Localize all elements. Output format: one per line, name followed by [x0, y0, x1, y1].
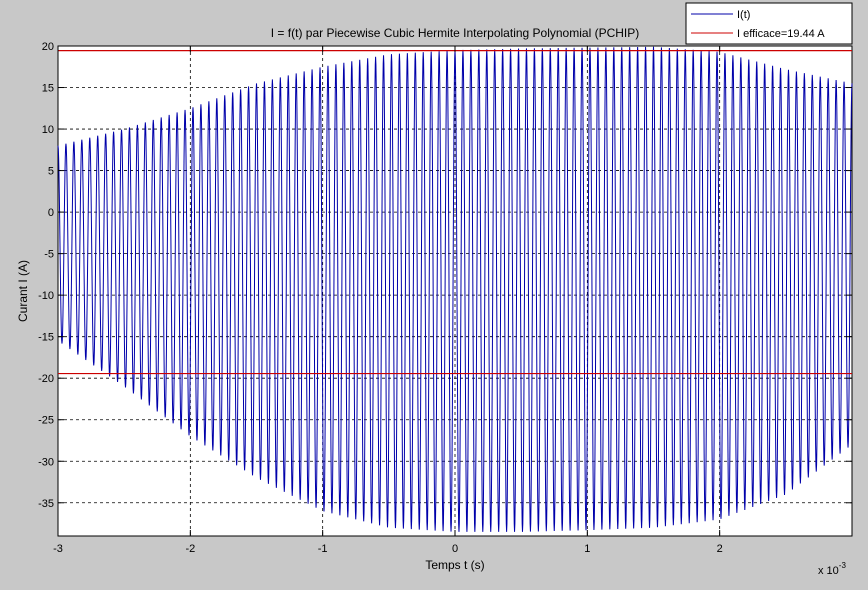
y-tick-label: -15: [38, 332, 54, 344]
x-tick-label: 1: [584, 543, 590, 555]
y-tick-label: -25: [38, 415, 54, 427]
x-exponent-power: -3: [839, 561, 847, 570]
x-axis-label: Temps t (s): [425, 558, 484, 572]
x-tick-label: -2: [185, 543, 195, 555]
y-axis-label: Curant I (A): [16, 260, 30, 322]
x-tick-label: 2: [717, 543, 723, 555]
y-tick-label: -30: [38, 456, 54, 468]
y-tick-label: 10: [42, 124, 54, 136]
legend-label-rms: I efficace=19.44 A: [737, 28, 825, 40]
legend-label-current: I(t): [737, 9, 750, 21]
legend: I(t) I efficace=19.44 A: [685, 2, 853, 45]
x-tick-label: -1: [318, 543, 328, 555]
y-tick-label: -10: [38, 290, 54, 302]
x-tick-label: 0: [452, 543, 458, 555]
legend-box: [685, 2, 853, 45]
x-tick-label: -3: [53, 543, 63, 555]
y-tick-label: -35: [38, 498, 54, 510]
y-tick-label: 20: [42, 41, 54, 53]
x-exponent-label: x 10-3: [818, 561, 846, 577]
y-tick-label: 5: [48, 166, 54, 178]
chart-title: I = f(t) par Piecewise Cubic Hermite Int…: [271, 26, 639, 40]
y-tick-label: -20: [38, 373, 54, 385]
y-tick-label: -5: [44, 249, 54, 261]
y-tick-label: 15: [42, 83, 54, 95]
y-tick-label: 0: [48, 207, 54, 219]
x-exponent-base: x 10: [818, 565, 839, 577]
